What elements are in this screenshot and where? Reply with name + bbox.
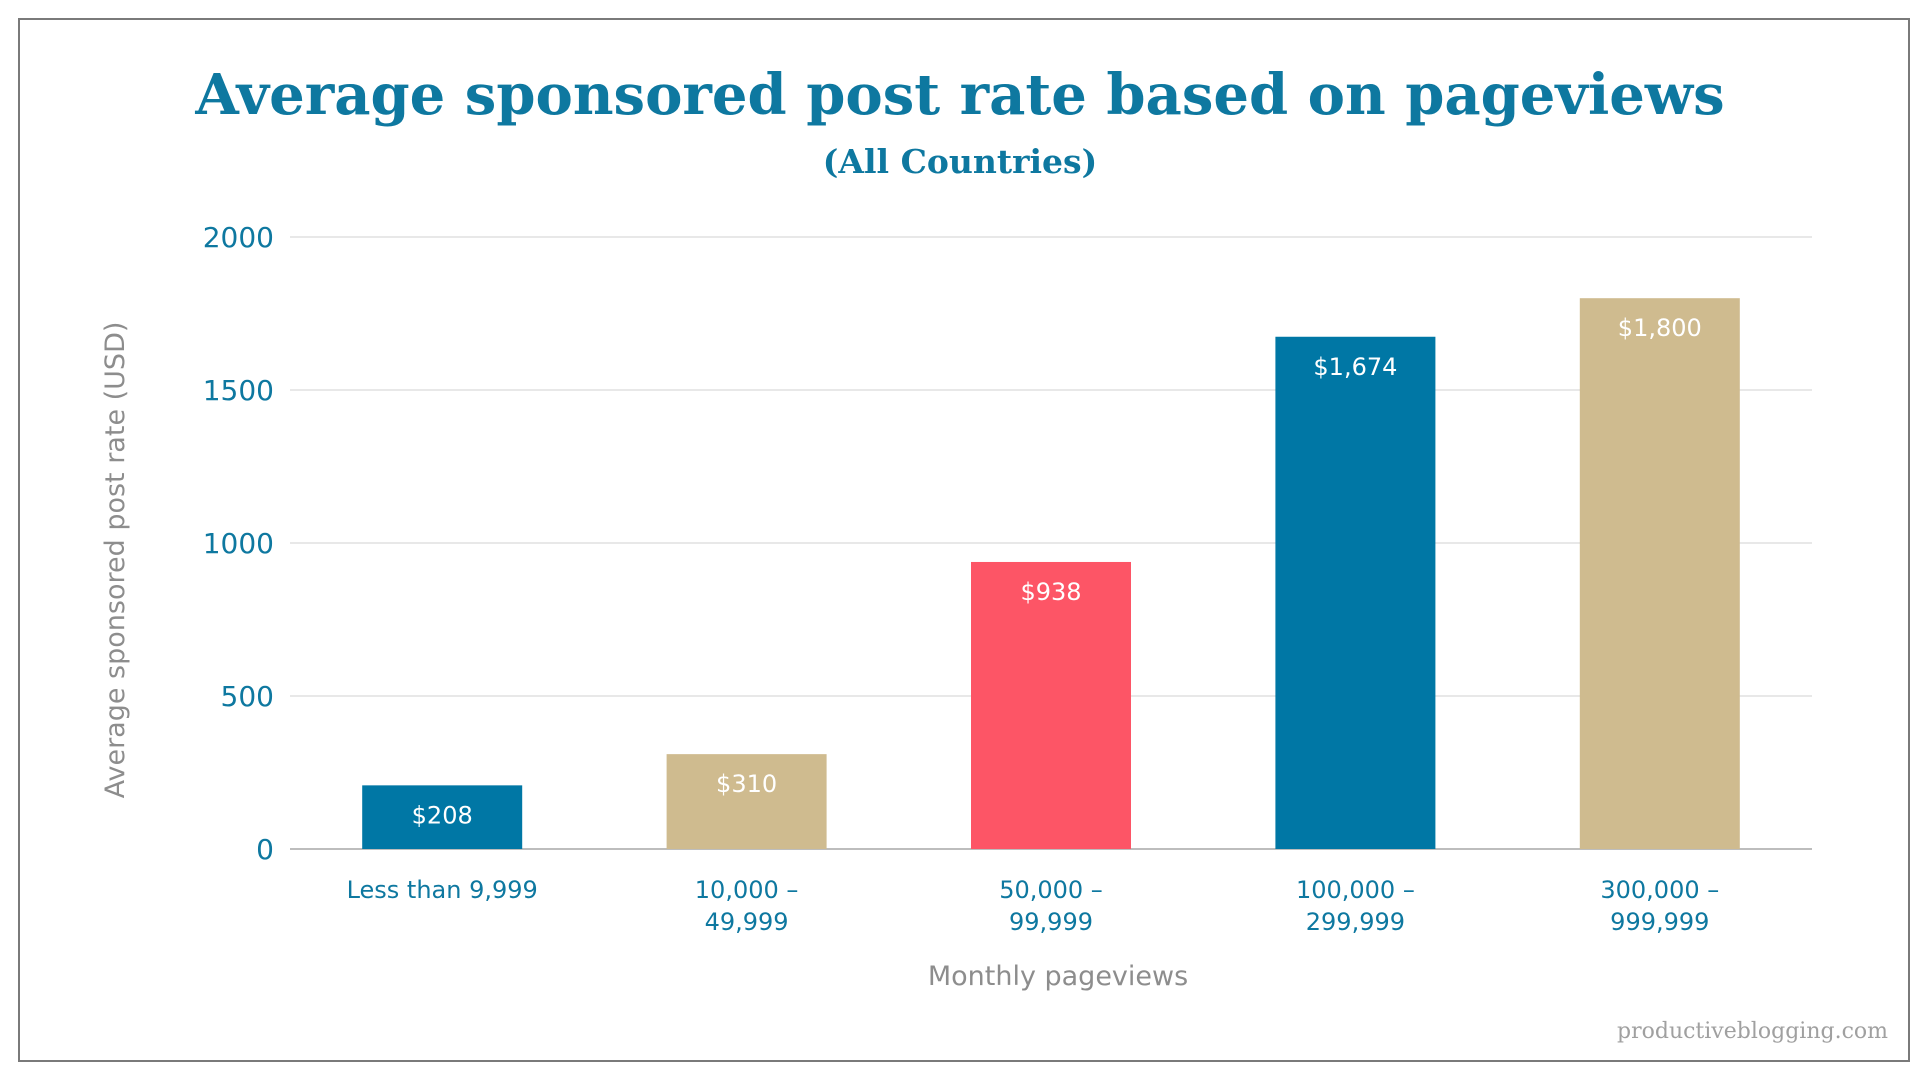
y-tick-label: 500: [221, 680, 274, 713]
x-axis-categories: Less than 9,999 10,000 – 49,999 50,000 – 99,…: [347, 876, 1720, 936]
y-tick-label: 1000: [203, 527, 274, 560]
x-category-label: 99,999: [1009, 908, 1093, 936]
y-tick-label: 1500: [203, 374, 274, 407]
watermark: productiveblogging.com: [1617, 1019, 1888, 1044]
data-label: $1,674: [1313, 353, 1397, 381]
x-category-label: 49,999: [705, 908, 789, 936]
y-axis-ticks: 0 500 1000 1500 2000: [203, 221, 274, 866]
x-category-label: 10,000 –: [695, 876, 799, 904]
x-category-label: 300,000 –: [1600, 876, 1719, 904]
x-category-label: 999,999: [1610, 908, 1709, 936]
y-axis-title: Average sponsored post rate (USD): [100, 322, 131, 799]
bars: [362, 298, 1740, 850]
bar: [971, 561, 1131, 849]
bar: [362, 785, 523, 849]
data-label: $1,800: [1618, 314, 1702, 342]
data-label: $208: [412, 801, 473, 829]
chart-subtitle: (All Countries): [822, 142, 1098, 181]
bar: [666, 754, 827, 849]
data-labels: $208 $310 $938 $1,674 $1,800: [412, 314, 1702, 829]
x-category-label: 100,000 –: [1296, 876, 1415, 904]
bar: [1579, 298, 1740, 849]
chart-title: Average sponsored post rate based on pag…: [195, 62, 1725, 128]
y-tick-label: 0: [256, 833, 274, 866]
data-label: $938: [1020, 578, 1081, 606]
y-tick-label: 2000: [203, 221, 274, 254]
x-category-label: Less than 9,999: [347, 876, 538, 904]
bar: [1275, 336, 1436, 850]
x-axis-title: Monthly pageviews: [928, 961, 1188, 992]
data-label: $310: [716, 770, 777, 798]
x-category-label: 299,999: [1306, 908, 1405, 936]
x-category-label: 50,000 –: [999, 876, 1103, 904]
